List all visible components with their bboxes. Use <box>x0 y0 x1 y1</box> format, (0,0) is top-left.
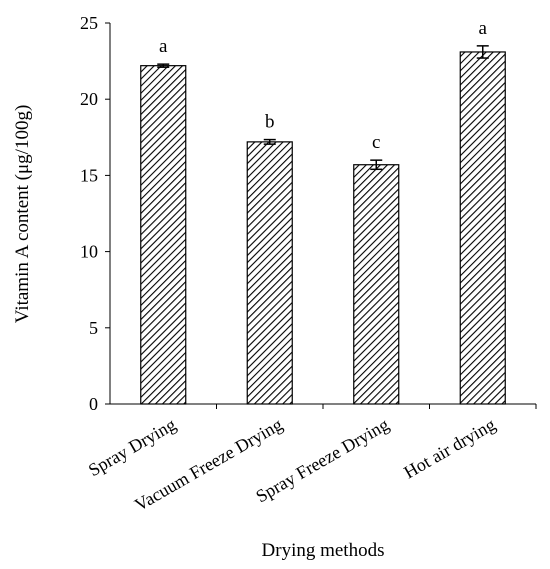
y-tick-label: 5 <box>89 318 98 338</box>
significance-label: b <box>265 112 275 133</box>
significance-label: c <box>372 132 380 153</box>
x-tick-label: Spray Drying <box>85 414 179 480</box>
significance-label: a <box>479 18 488 39</box>
y-tick-label: 10 <box>80 242 98 262</box>
error-bars-group <box>157 45 489 171</box>
y-tick-label: 25 <box>80 13 98 33</box>
x-tick-label: Hot air drying <box>400 414 498 482</box>
bars-group <box>140 51 506 405</box>
bar <box>459 51 506 405</box>
y-tick-label: 15 <box>80 165 98 185</box>
y-tick-label: 20 <box>80 89 98 109</box>
bar <box>246 141 293 405</box>
y-axis-title: Vitamin A content (μg/100g) <box>12 105 33 324</box>
bar <box>140 65 187 405</box>
y-tick-label: 0 <box>89 394 98 414</box>
x-axis-title: Drying methods <box>262 540 385 561</box>
y-ticks-group: 0 5 10 15 20 25 <box>80 13 110 414</box>
bar <box>353 164 400 405</box>
significance-label: a <box>159 36 168 57</box>
significance-labels-group: a b c a <box>159 18 488 153</box>
